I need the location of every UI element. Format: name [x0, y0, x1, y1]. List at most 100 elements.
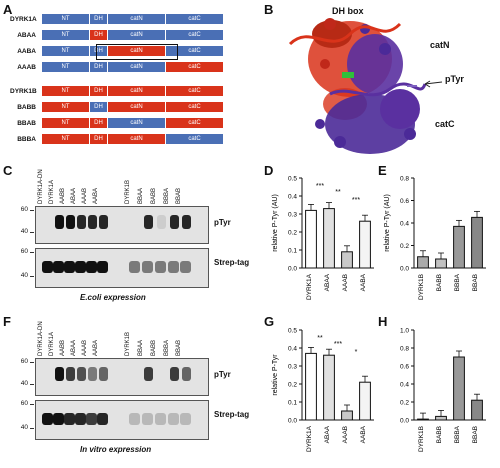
blot-band — [86, 413, 97, 425]
segment-nt: NT — [42, 118, 90, 128]
x-tick-label: AAAB — [342, 426, 349, 443]
blot-band — [66, 215, 75, 229]
segment-nt: NT — [42, 14, 90, 24]
x-tick-label: BBAB — [472, 274, 479, 291]
segment-catn: catN — [108, 14, 166, 24]
construct-bar: NT DH catN catC — [42, 134, 224, 144]
segment-nt: NT — [42, 62, 90, 72]
mw-marker: 40 — [20, 228, 28, 235]
y-tick-label: 0.0 — [288, 418, 297, 425]
blot-band — [64, 413, 75, 425]
y-tick-label: 0.6 — [400, 198, 409, 205]
segment-catc: catC — [166, 14, 224, 24]
chart-d: 0.0 0.1 0.2 0.3 0.4 0.5 relative P-Tyr (AU) DYR… — [272, 176, 374, 300]
blot-band — [142, 261, 153, 273]
structure-illustration — [288, 18, 443, 154]
blot-band — [144, 215, 153, 229]
blot-band — [86, 261, 97, 273]
construct-bar: NT DH catN catC — [42, 118, 224, 128]
x-tick-label: DYRK1B — [418, 274, 425, 300]
construct-name: AABA — [17, 47, 36, 55]
y-tick-label: 0.8 — [400, 346, 409, 353]
lane-label: AAAB — [82, 339, 88, 356]
blot-band — [42, 261, 53, 273]
segment-dh: DH — [90, 118, 108, 128]
construct-name: DYRK1A — [10, 15, 37, 23]
y-tick-label: 0.4 — [400, 221, 409, 228]
bar — [435, 415, 447, 421]
construct-bar: NT DH catN catC — [42, 102, 224, 112]
segment-catn: catN — [108, 102, 166, 112]
mw-tick — [30, 428, 34, 429]
lane-label: BBAB — [176, 339, 182, 356]
blot-band — [64, 261, 75, 273]
blot-band — [97, 413, 108, 425]
blot-band — [55, 215, 64, 229]
x-tick-label: BABB — [436, 426, 443, 443]
panel-label-b: B — [264, 2, 274, 17]
construct-row: DYRK1B NT DH catN catC — [10, 86, 224, 96]
y-tick-label: 0.3 — [288, 212, 297, 219]
y-tick-label: 0.1 — [288, 400, 297, 407]
y-tick-label: 0.2 — [288, 230, 297, 237]
bar — [305, 352, 317, 421]
construct-name: ABAA — [17, 31, 36, 39]
kinase-structure-figure: DH box catN pTyr catC — [270, 4, 495, 159]
bar — [453, 225, 465, 269]
segment-nt: NT — [42, 30, 90, 40]
panel-label-g: G — [264, 314, 275, 329]
construct-name: BBBA — [17, 135, 36, 143]
blot-band — [182, 367, 191, 381]
blot-band — [180, 261, 191, 273]
bar — [471, 216, 483, 269]
y-axis-label: relative P-Tyr — [272, 354, 279, 396]
blot-band — [129, 261, 140, 273]
highlight-box — [96, 44, 178, 60]
lane-label: DYRK1B — [125, 179, 131, 204]
segment-catn: catN — [108, 30, 166, 40]
segment-catc: catC — [166, 134, 224, 144]
blot-band — [157, 215, 166, 229]
y-axis-label: relative P-Tyr (AU) — [272, 194, 279, 252]
strep-blot — [35, 248, 209, 288]
y-tick-label: 1.0 — [400, 328, 409, 335]
segment-nt: NT — [42, 102, 90, 112]
blot-band — [168, 261, 179, 273]
x-tick-label: BBAB — [472, 426, 479, 443]
construct-row: BBAB NT DH catN catC — [10, 118, 224, 128]
bar — [305, 209, 317, 269]
lane-label: DYRK1A-DN — [38, 321, 44, 356]
panel-label-f: F — [3, 314, 11, 329]
ptyr-label: pTyr — [214, 218, 231, 227]
blot-band — [97, 261, 108, 273]
x-tick-label: BBBA — [454, 425, 461, 443]
x-tick-label: AABA — [360, 273, 367, 291]
segment-catc: catC — [166, 118, 224, 128]
mw-tick — [30, 232, 34, 233]
construct-diagram: DYRK1A NT DH catN catC ABAA NT DH catN catC AABA NT… — [10, 14, 245, 144]
lane-label: DYRK1A-DN — [38, 169, 44, 204]
catn-label: catN — [430, 40, 450, 50]
blot-band — [42, 413, 53, 425]
blot-band — [142, 413, 153, 425]
western-blot-in-vitro: DYRK1A-DN DYRK1A AABB ABAA AAAB AABA DYRK1B BBA… — [10, 321, 255, 462]
chart-e: 0.0 0.2 0.4 0.6 0.8 relative P-Tyr (AU) DYRK1B… — [384, 176, 486, 300]
blot-band — [155, 261, 166, 273]
bar — [323, 208, 335, 269]
lane-label: BBAA — [138, 339, 144, 356]
y-tick-label: 0.0 — [400, 418, 409, 425]
construct-name: DYRK1B — [10, 87, 37, 95]
segment-catn: catN — [108, 62, 166, 72]
lane-label: BABB — [151, 339, 157, 356]
blot-band — [77, 215, 86, 229]
construct-row: ABAA NT DH catN catC — [10, 30, 224, 40]
panel-label-d: D — [264, 163, 274, 178]
lane-label: ABAA — [71, 187, 77, 204]
significance-marker: * — [355, 349, 358, 356]
strep-tag-label: Strep-tag — [214, 410, 250, 419]
segment-catc: catC — [166, 30, 224, 40]
blot-caption: In vitro expression — [80, 445, 152, 454]
y-tick-label: 0.2 — [400, 243, 409, 250]
blot-band — [144, 367, 153, 381]
y-tick-label: 0.8 — [400, 176, 409, 183]
